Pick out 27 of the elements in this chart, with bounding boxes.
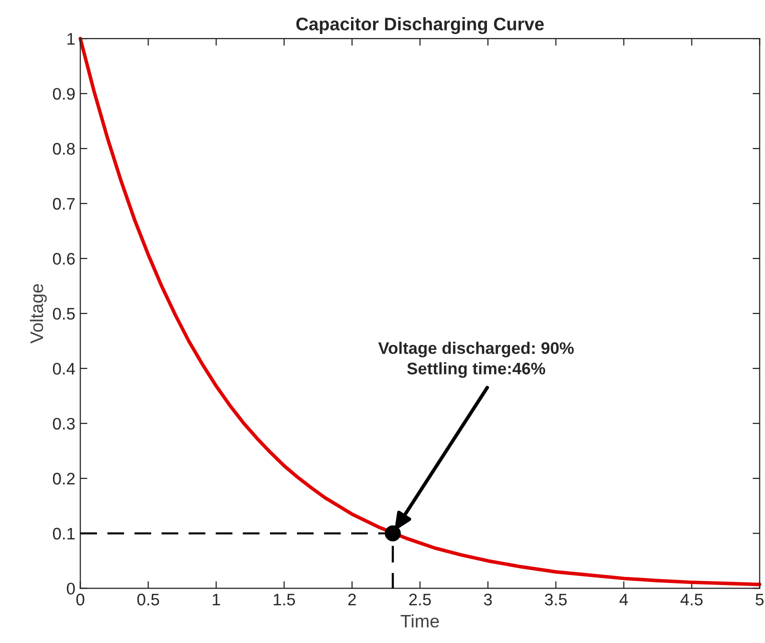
x-tick-label: 0 xyxy=(76,594,84,606)
x-tick-label: 2.5 xyxy=(409,594,431,606)
annotation: Voltage discharged: 90% Settling time:46% xyxy=(378,342,574,378)
x-tick-label: 5 xyxy=(756,594,764,606)
x-tick-label: 0.5 xyxy=(137,594,160,606)
y-tick-label: 0.3 xyxy=(52,418,75,430)
y-tick-label: 0.1 xyxy=(52,528,75,540)
x-tick-label: 3.5 xyxy=(544,594,567,606)
x-tick-label: 3 xyxy=(484,594,492,606)
x-tick-label: 1.5 xyxy=(274,594,296,606)
y-tick-label: 0.6 xyxy=(52,252,75,265)
x-tick-label: 1 xyxy=(212,594,220,606)
x-tick-label: 2 xyxy=(348,594,356,606)
y-tick-label: 0 xyxy=(66,582,75,595)
chart-title: Capacitor Discharging Curve xyxy=(296,17,544,34)
y-tick-label: 0.4 xyxy=(52,362,75,375)
y-axis-title: Voltage xyxy=(30,284,47,344)
y-tick-label: 0.7 xyxy=(52,198,75,210)
y-tick-label: 0.8 xyxy=(52,142,75,155)
line-series xyxy=(78,36,762,586)
y-tick-label: 0.2 xyxy=(52,472,75,485)
x-tick-label: 4 xyxy=(620,594,628,606)
y-tick-label: 0.5 xyxy=(52,308,75,320)
x-tick-label: 4.5 xyxy=(680,594,703,606)
x-axis-title: Time xyxy=(400,614,439,628)
y-tick-label: 1 xyxy=(67,33,75,45)
y-tick-label: 0.9 xyxy=(52,88,75,100)
